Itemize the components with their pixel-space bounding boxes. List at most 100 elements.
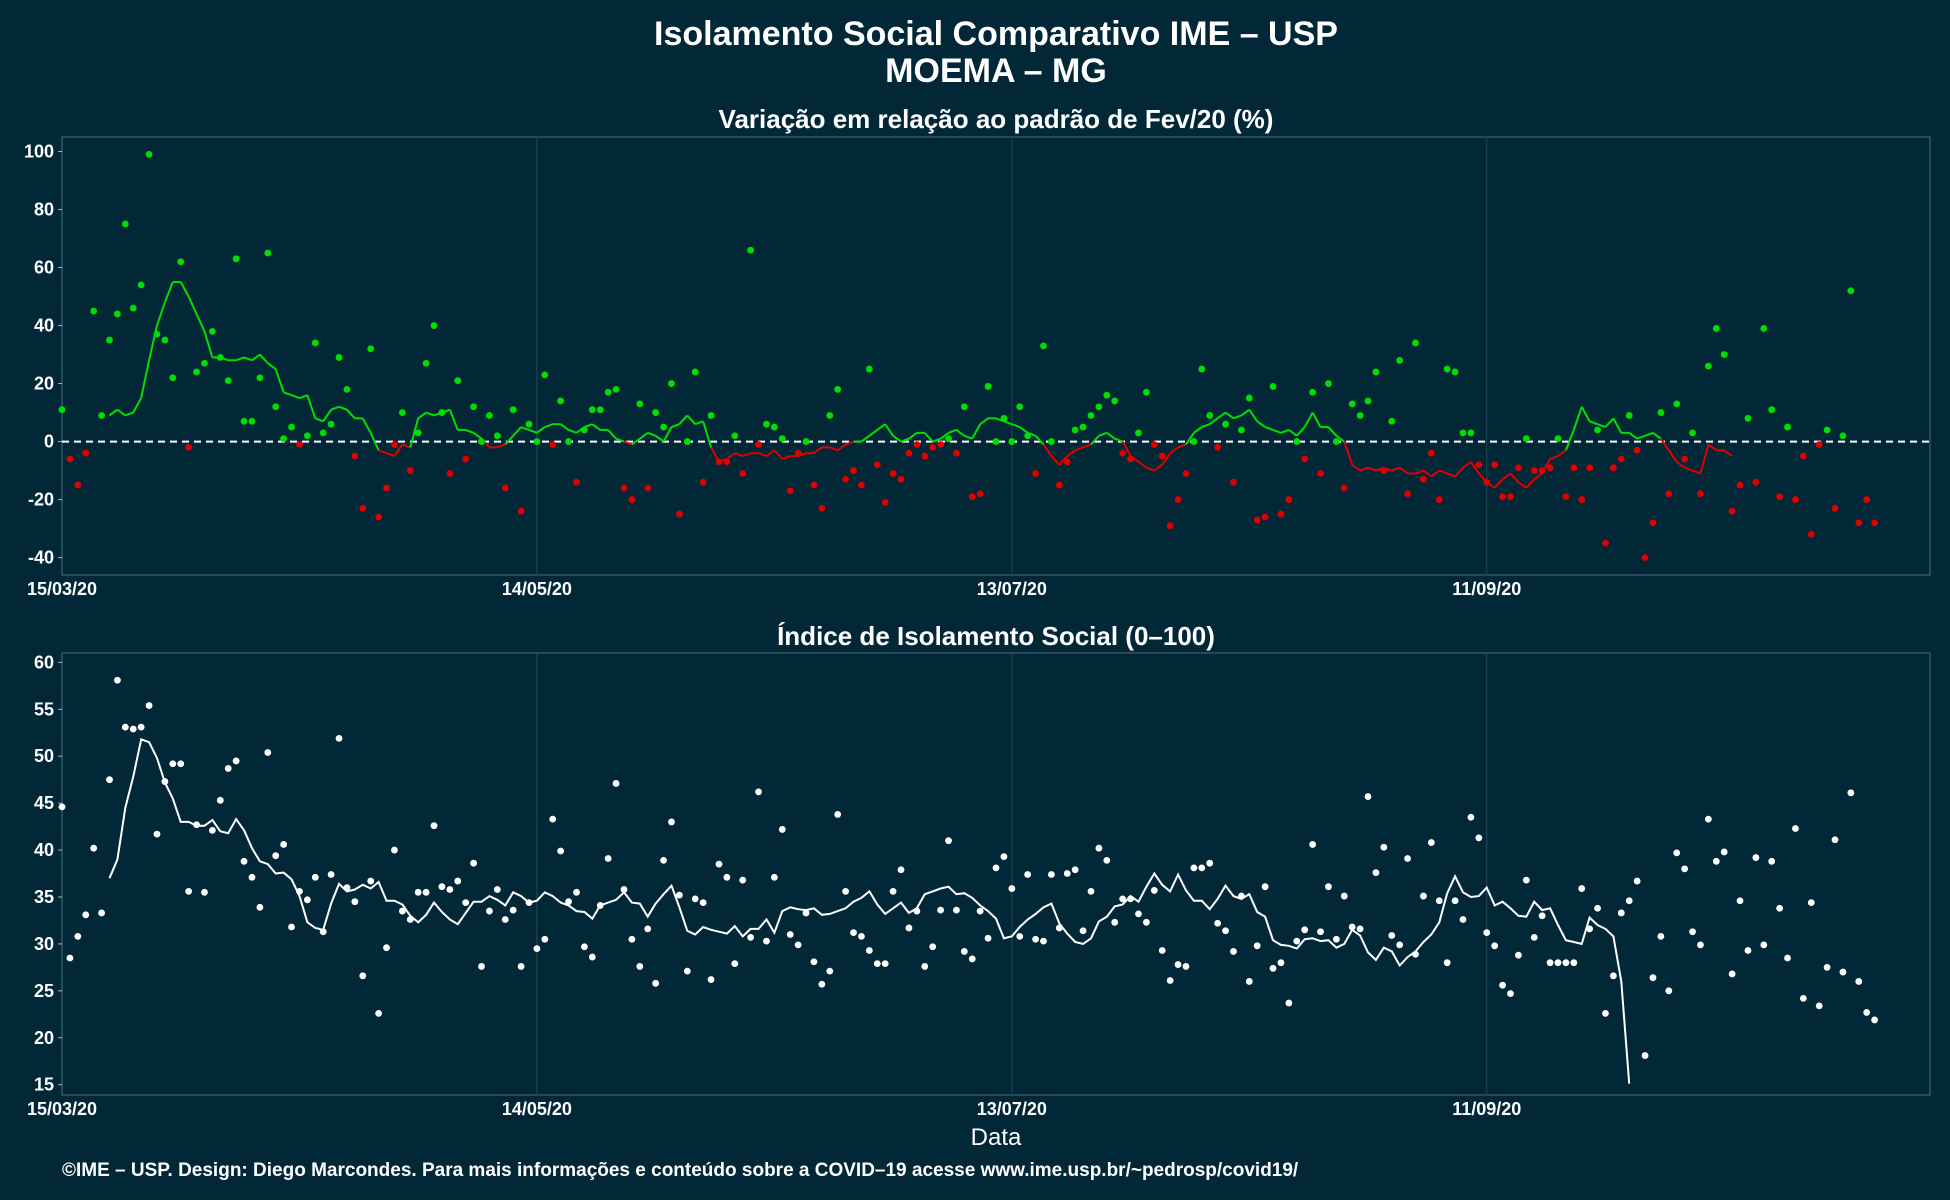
smoothed-line-segment (378, 449, 387, 455)
data-point (193, 368, 200, 376)
data-point (1055, 481, 1063, 489)
data-point (398, 409, 406, 416)
data-point (1008, 885, 1016, 892)
data-point (573, 888, 580, 896)
smoothed-line-segment (132, 397, 143, 414)
y-tick-label: 35 (34, 887, 54, 907)
data-point (691, 368, 699, 376)
smoothed-line-segment (1209, 417, 1219, 425)
smoothed-line-segment (955, 429, 965, 437)
smoothed-line-segment (338, 405, 348, 411)
data-point (232, 757, 240, 765)
data-point (1451, 368, 1459, 376)
smoothed-line-segment (868, 429, 878, 437)
data-point (1522, 435, 1530, 443)
data-point (778, 435, 786, 443)
data-point (897, 866, 905, 874)
smoothed-line (108, 737, 1631, 1084)
smoothed-line-segment (671, 423, 680, 429)
smoothed-line-segment (1074, 446, 1084, 452)
data-point (114, 310, 121, 318)
data-point (929, 943, 937, 951)
data-point (1594, 904, 1601, 912)
smoothed-line-segment (694, 420, 704, 426)
figure-title: Isolamento Social Comparativo IME – USP (654, 15, 1338, 53)
smoothed-line-segment (1256, 420, 1266, 428)
data-point (992, 438, 1000, 445)
smoothed-line-segment (520, 426, 530, 431)
data-point (588, 406, 596, 414)
data-point (533, 945, 541, 953)
smoothed-line-segment (163, 281, 174, 303)
data-point (296, 887, 303, 895)
smoothed-line-segment (504, 435, 514, 446)
data-point (549, 815, 557, 823)
data-point (1245, 394, 1253, 402)
data-point (612, 385, 620, 393)
data-point (1063, 870, 1071, 877)
smoothed-line-segment (259, 353, 269, 364)
smoothed-line-segment (1644, 431, 1654, 437)
data-point (248, 873, 256, 881)
data-point (1641, 1052, 1649, 1059)
data-point (121, 220, 129, 228)
data-point (699, 899, 707, 907)
data-point (327, 871, 335, 878)
data-point (161, 778, 169, 785)
data-point (533, 438, 541, 445)
data-point (422, 359, 430, 367)
smoothed-line-segment (726, 452, 736, 460)
data-point (715, 458, 723, 466)
data-point (1332, 935, 1340, 943)
data-point (1657, 409, 1665, 416)
data-point (430, 822, 438, 830)
smoothed-line-segment (1652, 432, 1662, 440)
smoothed-line-segment (1359, 466, 1369, 472)
smoothed-line-segment (322, 409, 332, 422)
data-point (1562, 493, 1570, 501)
smoothed-line-segment (179, 281, 190, 298)
data-point (581, 943, 588, 951)
smoothed-line-segment (1019, 426, 1029, 434)
data-point (604, 855, 612, 862)
smoothed-line-segment (1517, 481, 1527, 489)
data-point (1586, 464, 1594, 472)
data-point (153, 830, 161, 838)
smoothed-line-segment (1509, 472, 1520, 483)
data-point (1467, 429, 1475, 437)
smoothed-line-segment (235, 356, 245, 362)
smoothed-line-segment (686, 414, 696, 425)
smoothed-line-segment (1272, 429, 1282, 434)
smoothed-line-segment (773, 449, 784, 460)
data-point (826, 967, 834, 975)
smoothed-line-segment (631, 437, 641, 446)
data-point (596, 902, 604, 909)
data-point (1815, 441, 1823, 448)
data-point (398, 907, 406, 915)
smoothed-line-segment (1288, 429, 1298, 437)
smoothed-line-segment (306, 394, 317, 419)
data-point (414, 888, 422, 896)
smoothed-line-segment (1153, 463, 1163, 472)
data-point (1348, 400, 1356, 408)
smoothed-line-segment (615, 437, 625, 443)
data-point (383, 944, 390, 952)
figure-subtitle: MOEMA – MG (885, 52, 1107, 90)
data-point (1111, 918, 1119, 926)
smoothed-line-segment (623, 440, 633, 446)
data-point (74, 933, 82, 940)
smoothed-line-segment (1106, 432, 1116, 440)
data-point (288, 423, 295, 431)
data-point (248, 417, 256, 425)
data-point (858, 481, 865, 489)
data-point (58, 803, 66, 811)
data-point (1712, 857, 1720, 865)
data-point (177, 258, 185, 266)
data-point (169, 374, 177, 382)
data-point (1728, 507, 1736, 515)
data-point (1309, 841, 1317, 848)
smoothed-line-segment (425, 411, 435, 417)
data-point (264, 749, 272, 756)
data-point (383, 484, 390, 492)
